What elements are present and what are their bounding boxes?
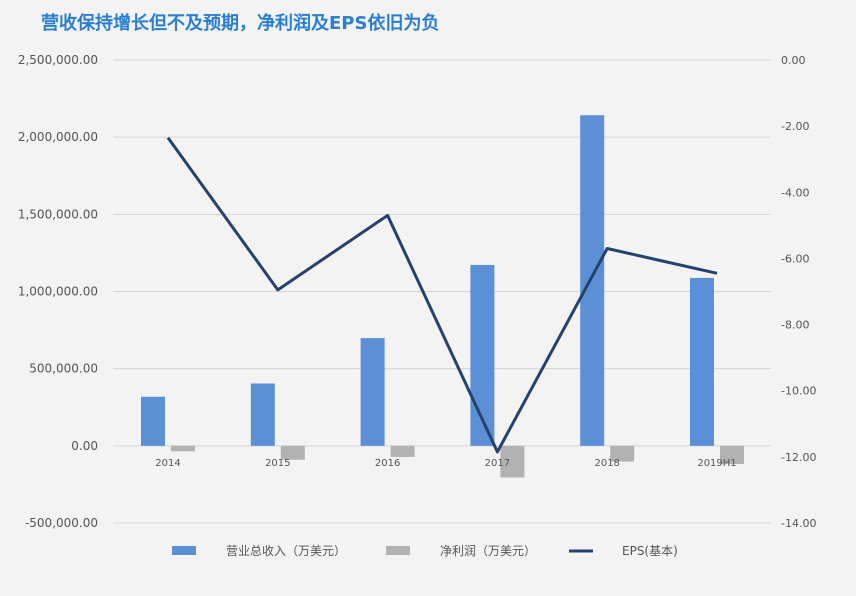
y-left-tick-label: 500,000.00 <box>29 362 98 376</box>
y-right-tick-label: -6.00 <box>781 252 809 265</box>
revenue-bar <box>470 264 495 446</box>
y-left-tick-label: 2,000,000.00 <box>18 130 98 144</box>
y-left-tick-label: 1,500,000.00 <box>18 207 98 221</box>
eps-line <box>166 136 718 454</box>
y-left-tick-label: 0.00 <box>71 439 98 453</box>
net-profit-bar <box>610 445 635 462</box>
net-profit-bar <box>390 445 415 457</box>
net-profit-bar <box>280 445 305 460</box>
net-profit-bar <box>171 445 195 452</box>
legend-label-net-profit: 净利润（万美元） <box>440 544 536 558</box>
y-right-tick-label: 0.00 <box>781 54 806 67</box>
x-tick-label: 2017 <box>485 458 510 469</box>
x-tick-label: 2016 <box>375 458 400 469</box>
legend-swatch-revenue <box>172 546 196 555</box>
revenue-bar <box>360 338 385 446</box>
y-left-tick-label: 2,500,000.00 <box>18 53 98 67</box>
y-right-tick-label: -4.00 <box>781 186 809 199</box>
legend-label-eps: EPS(基本) <box>622 544 678 558</box>
revenue-bar <box>250 383 275 446</box>
chart-title: 营收保持增长但不及预期，净利润及EPS依旧为负 <box>41 13 440 34</box>
x-tick-label: 2014 <box>155 458 180 469</box>
x-tick-label: 2015 <box>265 458 290 469</box>
legend-label-revenue: 营业总收入（万美元） <box>226 544 346 558</box>
revenue-bar <box>580 115 605 446</box>
y-right-tick-label: -2.00 <box>781 120 809 133</box>
y-left-tick-label: -500,000.00 <box>25 516 98 530</box>
revenue-bar <box>141 396 165 446</box>
y-left-tick-label: 1,000,000.00 <box>18 285 98 299</box>
net-profit-bar <box>720 445 744 465</box>
x-tick-label: 2019H1 <box>697 458 736 469</box>
net-profit-bar <box>500 445 525 478</box>
y-right-tick-label: -12.00 <box>781 451 816 464</box>
y-right-tick-label: -14.00 <box>781 517 816 530</box>
legend-swatch-net-profit <box>386 546 410 555</box>
y-right-tick-label: -10.00 <box>781 385 816 398</box>
revenue-bar <box>690 277 714 446</box>
x-tick-label: 2018 <box>594 458 619 469</box>
y-right-tick-label: -8.00 <box>781 319 809 332</box>
